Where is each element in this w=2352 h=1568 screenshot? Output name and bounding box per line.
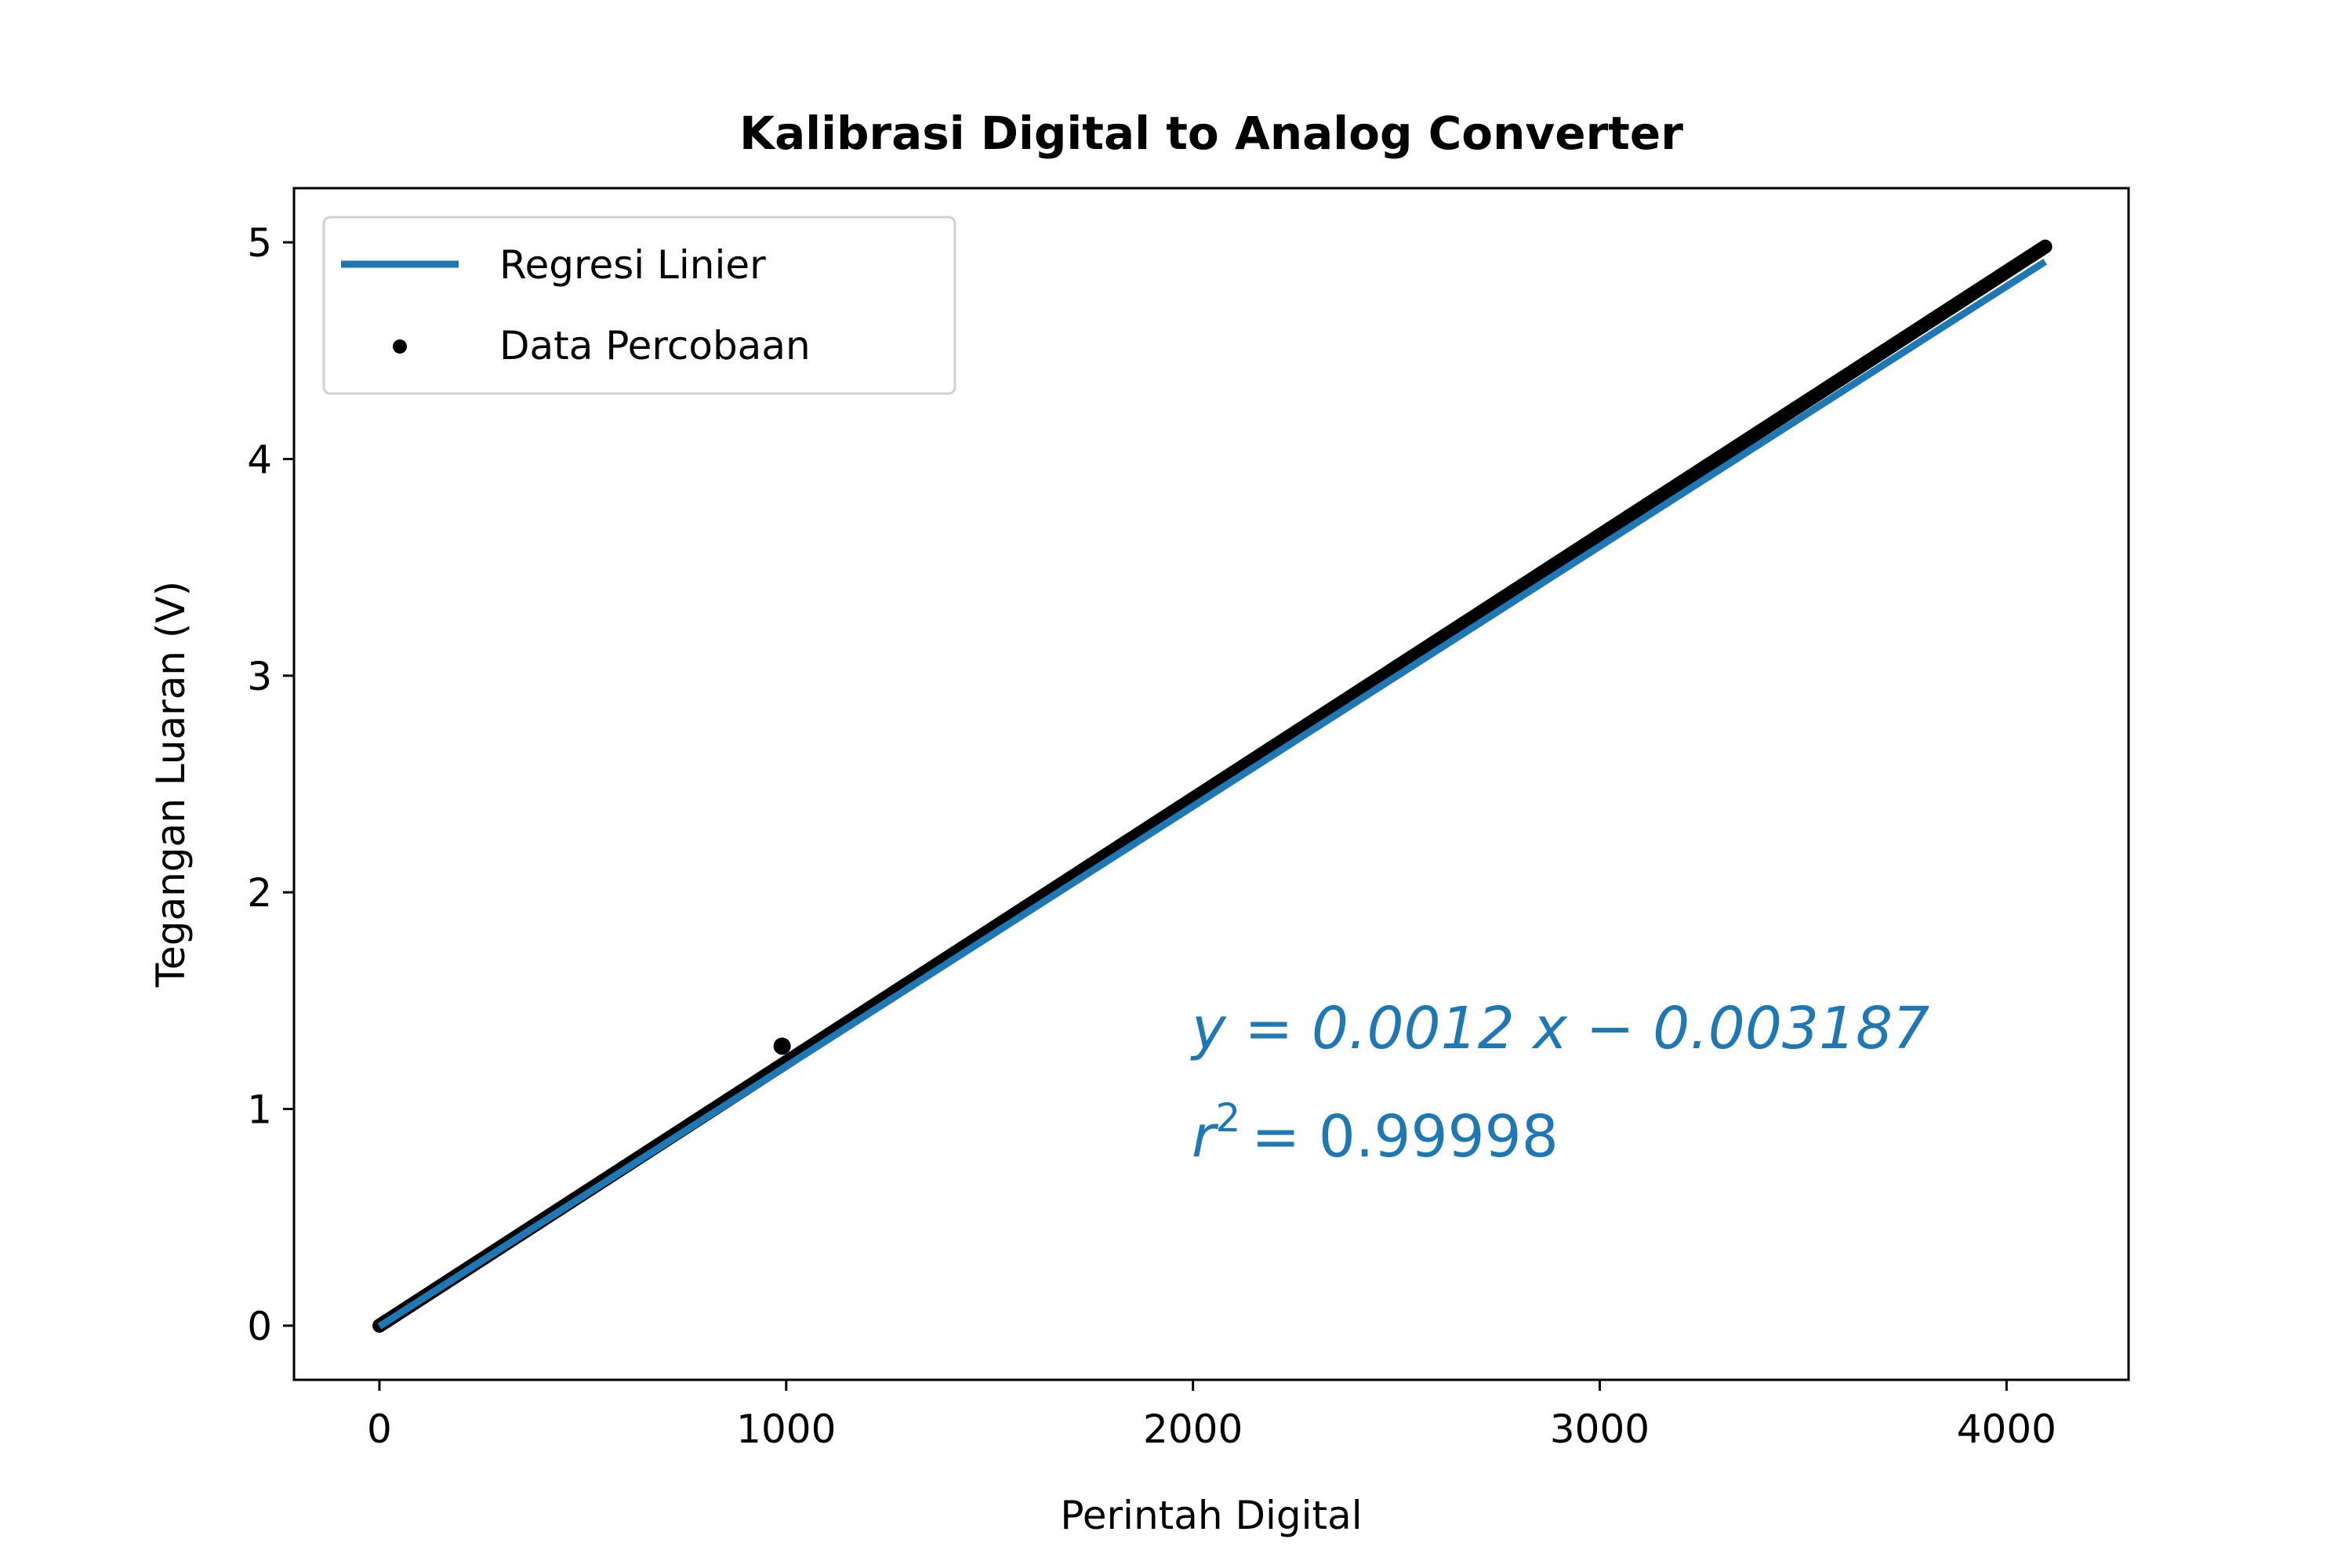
legend-box — [322, 216, 956, 395]
y-tick-label: 0 — [247, 1304, 272, 1349]
legend-label-data: Data Percobaan — [499, 323, 811, 368]
legend: Regresi Linier Data Percobaan — [322, 216, 956, 395]
axis-ticks: 0 1000 2000 3000 4000 0 1 2 3 4 5 — [247, 220, 2056, 1452]
regression-equation: y = 0.0012 x − 0.003187 — [1190, 995, 1929, 1062]
y-axis-label: Tegangan Luaran (V) — [148, 581, 194, 988]
x-tick-label: 1000 — [736, 1406, 836, 1452]
x-tick-label: 3000 — [1550, 1406, 1650, 1452]
legend-label-regression: Regresi Linier — [499, 242, 766, 288]
r-squared-exponent: 2 — [1215, 1095, 1240, 1141]
r-squared-value: = 0.99998 — [1251, 1103, 1559, 1171]
r-squared-symbol: r — [1192, 1103, 1219, 1171]
data-point-outlier — [773, 1037, 791, 1055]
chart-title: Kalibrasi Digital to Analog Converter — [739, 107, 1683, 160]
y-tick-label: 3 — [247, 654, 272, 699]
regression-annotation: y = 0.0012 x − 0.003187 r2 = 0.99998 — [1190, 995, 1929, 1171]
x-tick-label: 2000 — [1143, 1406, 1243, 1452]
x-tick-label: 4000 — [1957, 1406, 2056, 1452]
y-tick-label: 2 — [247, 870, 272, 916]
data-point — [2038, 239, 2053, 254]
r-squared-text: r2 = 0.99998 — [1192, 1095, 1559, 1171]
x-tick-label: 0 — [367, 1406, 392, 1452]
axes-frame — [292, 187, 2130, 1381]
y-tick-label: 4 — [247, 437, 272, 482]
legend-point-swatch — [393, 339, 407, 354]
plot-area — [372, 239, 2053, 1333]
y-tick-label: 5 — [247, 220, 272, 266]
regression-line — [377, 258, 2048, 1330]
x-axis-label: Perintah Digital — [1060, 1493, 1362, 1538]
y-tick-label: 1 — [247, 1087, 272, 1133]
